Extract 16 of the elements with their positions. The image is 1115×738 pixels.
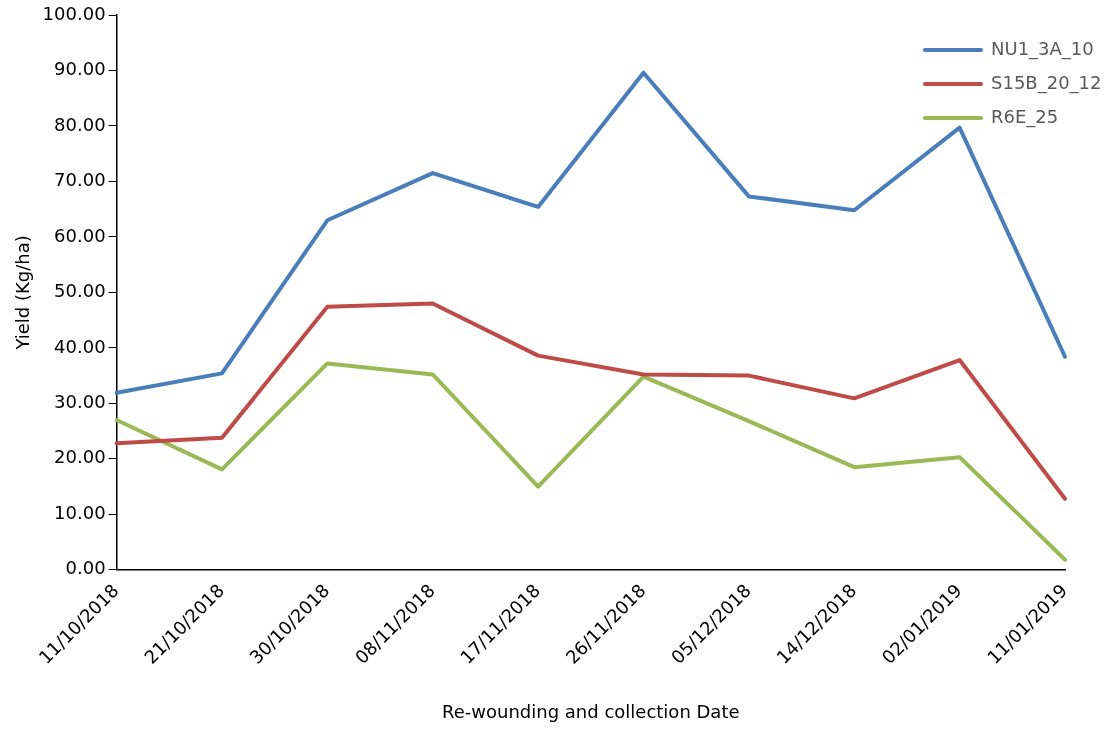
legend-label: R6E_25 <box>991 105 1059 128</box>
y-tick-label: 20.00 <box>54 446 106 468</box>
y-tick-label: 10.00 <box>54 501 106 523</box>
y-tick-label: 70.00 <box>54 169 106 191</box>
y-tick-label: 60.00 <box>54 224 106 246</box>
y-axis-title: Yield (Kg/ha) <box>12 235 34 351</box>
legend-label: S15B_20_12 <box>991 71 1102 94</box>
x-axis-title: Re-wounding and collection Date <box>442 700 740 722</box>
y-tick-label: 100.00 <box>42 2 106 24</box>
y-tick-label: 80.00 <box>54 113 106 135</box>
y-tick-label: 50.00 <box>54 280 106 302</box>
y-tick-label: 0.00 <box>65 557 106 579</box>
y-tick-label: 30.00 <box>54 391 106 413</box>
y-tick-label: 90.00 <box>54 58 106 80</box>
y-tick-label: 40.00 <box>54 335 106 357</box>
legend-label: NU1_3A_10 <box>991 37 1094 60</box>
